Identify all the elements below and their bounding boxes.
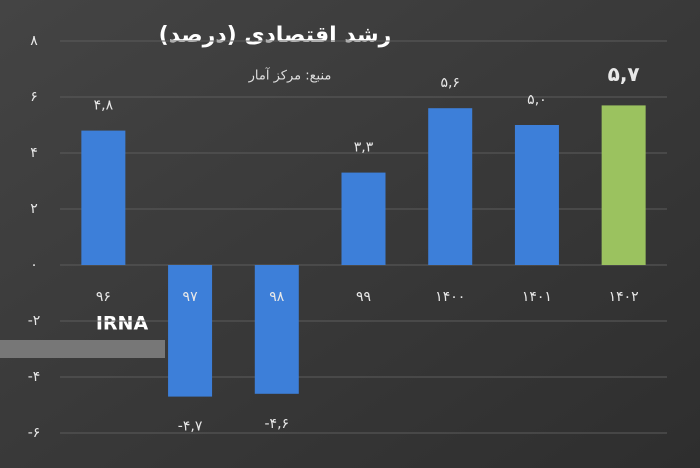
value-label: ۵,۰ [527,92,547,108]
chart-subtitle: منبع: مرکز آمار [248,67,332,84]
value-label: -۴,۶ [265,416,290,432]
bar [81,130,126,265]
bar [168,265,213,397]
y-tick-label: ۲ [30,201,38,217]
x-tick-label: ۱۴۰۰ [435,289,465,305]
x-tick-label: ۹۹ [356,289,371,305]
logo-band [0,340,165,358]
y-tick-label: ۰ [30,257,38,273]
x-tick-label: ۹۸ [269,289,285,305]
x-tick-label: ۱۴۰۱ [522,289,552,305]
x-tick-label: ۹۶ [96,289,111,305]
y-tick-label: -۲ [28,313,41,329]
value-label: ۳,۳ [354,140,374,156]
bar [514,125,559,265]
value-label: ۴,۸ [94,98,114,114]
value-label: ۵,۷ [608,62,640,86]
bar [254,265,299,394]
bar [601,105,646,266]
y-tick-label: -۶ [28,425,41,441]
y-tick-label: -۴ [28,369,41,385]
x-tick-label: ۹۷ [183,289,199,305]
x-tick-label: ۱۴۰۲ [609,289,639,305]
y-tick-label: ۸ [30,33,38,49]
value-label: -۴,۷ [178,419,203,435]
value-label: ۵,۶ [440,75,460,91]
y-tick-label: ۴ [30,145,38,161]
bar [428,108,473,265]
bar [341,172,386,265]
watermark: IRNA [96,313,149,335]
chart-title: رشد اقتصادی (درصد) [159,23,392,48]
y-tick-label: ۶ [30,89,38,105]
